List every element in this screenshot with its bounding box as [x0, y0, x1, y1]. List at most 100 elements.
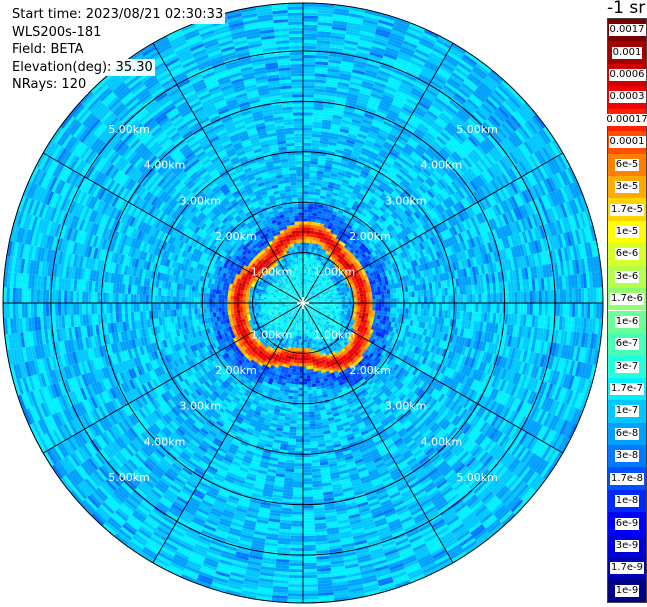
range-gate-cell — [318, 3, 335, 9]
range-gate-cell — [310, 270, 314, 275]
range-gate-cell — [397, 87, 411, 96]
range-gate-cell — [331, 117, 342, 123]
range-gate-cell — [378, 294, 382, 300]
range-gate-cell — [327, 147, 336, 153]
range-gate-cell — [315, 219, 321, 224]
range-gate-cell — [319, 248, 324, 253]
range-gate-cell — [309, 267, 313, 271]
range-gate-cell — [342, 298, 346, 301]
range-gate-cell — [313, 249, 318, 254]
range-gate-cell — [335, 177, 344, 183]
range-gate-cell — [353, 113, 364, 119]
range-gate-cell — [571, 288, 576, 303]
range-gate-cell — [311, 139, 321, 144]
range-gate-cell — [390, 298, 394, 303]
range-gate-cell — [353, 186, 361, 193]
range-gate-cell — [490, 293, 494, 303]
range-gate-cell — [314, 76, 327, 81]
range-gate-cell — [351, 205, 358, 212]
range-gate-cell — [381, 294, 385, 299]
range-gate-cell — [354, 57, 368, 64]
range-gate-cell — [325, 215, 332, 220]
range-gate-cell — [426, 296, 431, 303]
range-gate-cell — [347, 133, 358, 139]
range-gate-cell — [305, 254, 309, 258]
range-gate-cell — [306, 269, 309, 274]
range-gate-cell — [400, 81, 413, 91]
range-gate-cell — [323, 253, 328, 258]
range-gate-cell — [326, 80, 339, 85]
range-gate-cell — [363, 164, 372, 171]
range-gate-cell — [364, 72, 377, 79]
range-gate-cell — [371, 45, 386, 53]
range-gate-cell — [326, 74, 339, 79]
range-gate-cell — [394, 95, 407, 104]
range-gate-cell — [344, 37, 359, 43]
range-gate-cell — [317, 16, 334, 21]
range-gate-cell — [429, 289, 433, 297]
range-gate-cell — [351, 72, 365, 78]
range-gate-cell — [417, 43, 433, 53]
range-gate-cell — [345, 190, 353, 196]
range-gate-cell — [336, 212, 343, 218]
range-gate-cell — [308, 194, 315, 198]
range-gate-cell — [505, 303, 509, 314]
range-gate-cell — [532, 303, 536, 316]
range-gate-cell — [330, 172, 338, 178]
range-gate-cell — [347, 307, 352, 311]
range-gate-cell — [599, 287, 603, 303]
range-gate-cell — [311, 246, 315, 250]
range-gate-cell — [565, 289, 570, 303]
range-gate-cell — [303, 297, 305, 301]
range-gate-cell — [323, 104, 335, 109]
range-gate-cell — [372, 119, 383, 127]
range-gate-cell — [336, 140, 347, 146]
range-gate-cell — [529, 290, 533, 303]
range-gate-cell — [328, 56, 342, 61]
range-gate-cell — [374, 310, 379, 315]
range-gate-cell — [309, 236, 314, 241]
range-gate-cell — [304, 269, 307, 273]
range-gate-cell — [414, 48, 430, 58]
range-gate-cell — [420, 296, 425, 303]
range-gate-cell — [356, 308, 361, 312]
range-gate-cell — [583, 288, 588, 303]
range-gate-cell — [353, 167, 363, 174]
range-gate-cell — [339, 128, 350, 134]
range-gate-cell — [441, 303, 446, 311]
range-gate-cell — [317, 207, 324, 212]
range-gate-cell — [387, 293, 391, 299]
range-gate-cell — [333, 299, 337, 302]
range-gate-cell — [460, 303, 464, 312]
range-gate-cell — [305, 291, 307, 295]
range-gate-cell — [354, 184, 363, 190]
range-gate-cell — [399, 303, 403, 309]
range-gate-cell — [322, 177, 330, 182]
range-gate-cell — [441, 295, 446, 303]
range-gate-cell — [303, 142, 312, 146]
range-gate-cell — [406, 68, 420, 77]
range-gate-cell — [322, 227, 328, 232]
range-gate-cell — [311, 249, 315, 253]
range-gate-cell — [303, 248, 306, 252]
range-gate-cell — [344, 145, 354, 151]
range-gate-cell — [348, 297, 352, 301]
range-gate-cell — [322, 208, 329, 213]
range-gate-cell — [306, 266, 309, 271]
range-gate-cell — [321, 122, 332, 127]
range-gate-cell — [391, 26, 408, 35]
range-gate-cell — [324, 98, 336, 103]
range-gate-cell — [326, 228, 332, 233]
range-gate-cell — [338, 134, 348, 140]
range-gate-cell — [396, 297, 400, 303]
range-gate-cell — [358, 39, 373, 46]
range-gate-cell — [493, 303, 497, 314]
range-gate-cell — [328, 59, 342, 64]
range-gate-cell — [342, 179, 350, 185]
range-gate-cell — [310, 227, 315, 232]
range-gate-cell — [364, 139, 375, 146]
range-gate-cell — [312, 212, 318, 217]
range-gate-cell — [593, 303, 597, 319]
range-gate-cell — [343, 176, 351, 182]
range-gate-cell — [303, 133, 312, 137]
